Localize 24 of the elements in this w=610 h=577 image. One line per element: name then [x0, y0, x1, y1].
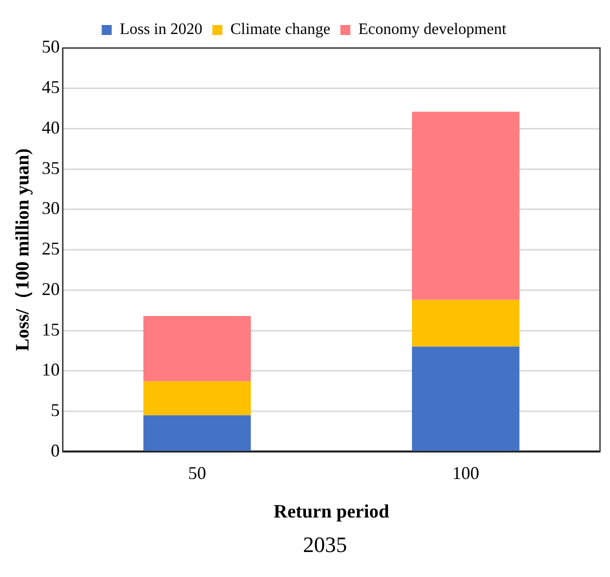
y-tick-label: 50 [42, 36, 60, 57]
y-tick-label: 15 [42, 319, 60, 340]
y-tick-label: 30 [42, 198, 60, 218]
bar [143, 415, 251, 451]
legend-label: Economy development [358, 21, 507, 38]
legend-label: Loss in 2020 [120, 21, 202, 38]
y-tick-label: 45 [42, 77, 60, 98]
text: 2035 [302, 532, 348, 558]
bar [412, 300, 520, 347]
bar [412, 346, 520, 451]
x-tick-label: 100 [452, 463, 480, 484]
y-axis-title: Loss/（100 million yuan) [12, 148, 34, 352]
y-tick-label: 10 [42, 360, 60, 380]
y-tick-label: 20 [42, 278, 60, 299]
y-tick-label: 40 [42, 117, 60, 138]
bar [143, 316, 251, 382]
y-tick-label: 25 [42, 238, 60, 259]
y-tick-label: 5 [50, 400, 60, 420]
bar [143, 381, 251, 416]
bar [412, 112, 520, 300]
legend-label: Climate change [230, 21, 330, 38]
x-axis-title: Return period [274, 502, 390, 523]
y-tick-label: 0 [50, 440, 60, 460]
y-tick-label: 35 [42, 158, 60, 178]
